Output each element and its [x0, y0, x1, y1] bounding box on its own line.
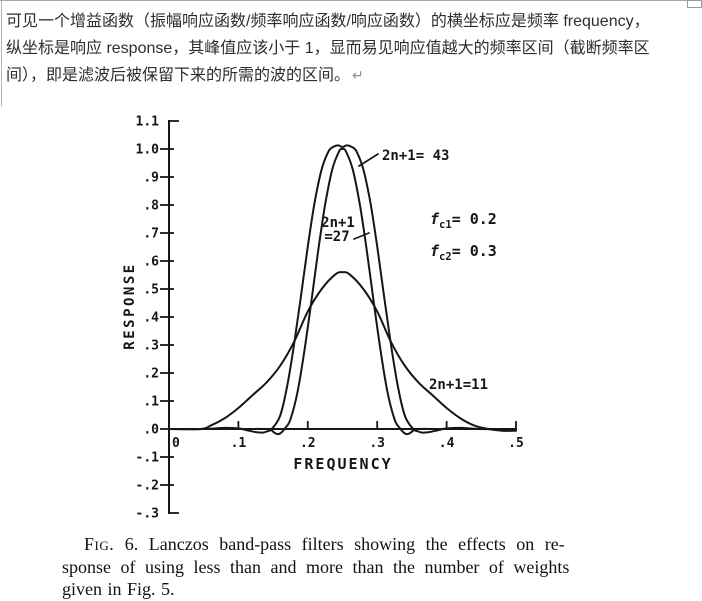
- x-tick-label: .5: [508, 436, 524, 451]
- y-tick-label: .4: [143, 311, 159, 326]
- y-tick-label: -.3: [136, 507, 159, 522]
- paragraph-line-2: 纵坐标是响应 response，其峰值应该小于 1，显而易见响应值越大的频率区间…: [6, 40, 650, 57]
- x-tick-label: .2: [300, 436, 316, 451]
- caption-line-1-text: 6. Lanczos band-pass filters showing the…: [114, 534, 565, 554]
- page-left-border: [1, 0, 2, 106]
- page-top-border: [0, 0, 690, 1]
- y-tick-label: .6: [143, 255, 159, 270]
- curve-2n+1-11: [168, 271, 517, 432]
- cutoff-label-fc2: fc2= 0.3: [430, 242, 497, 263]
- paragraph-line-3-text: 间），即是滤波后被保留下来的所需的波的区间。: [6, 67, 351, 84]
- y-tick-label: .9: [143, 171, 159, 186]
- y-tick-label: 1.1: [136, 115, 160, 130]
- paragraph-line-3: 间），即是滤波后被保留下来的所需的波的区间。 ↵: [6, 62, 698, 89]
- caption-line-3: given in Fig. 5.: [62, 579, 175, 599]
- curve-label-43-leader-line: [358, 153, 379, 167]
- x-axis-title: FREQUENCY: [293, 455, 392, 473]
- caption-line-2: sponse of using less than and more than …: [62, 556, 570, 577]
- curve-label-11: 2n+1=11: [429, 377, 488, 393]
- y-tick-label: -.1: [136, 451, 160, 466]
- figure-caption: Fig. 6. Lanczos band-pass filters showin…: [62, 533, 654, 601]
- x-tick-label: 0: [172, 436, 180, 451]
- x-tick-label: .4: [439, 436, 455, 451]
- y-tick-label: .0: [143, 423, 159, 438]
- y-tick-label: 1.0: [136, 143, 160, 158]
- curve-label-27-line1: 2n+1: [321, 215, 355, 231]
- y-tick-label: .5: [143, 283, 159, 298]
- cutoff-label-fc1: fc1= 0.2: [430, 210, 497, 231]
- y-tick-label: .2: [143, 367, 159, 382]
- y-axis-title: RESPONSE: [122, 262, 138, 349]
- paragraph-line-1: 可见一个增益函数（振幅响应函数/频率响应函数/响应函数）的横坐标应是频率 fre…: [6, 13, 650, 30]
- paragraph-mark-icon: ↵: [352, 67, 364, 83]
- curve-label-43: 2n+1= 43: [382, 148, 449, 164]
- body-paragraph: 可见一个增益函数（振幅响应函数/频率响应函数/响应函数）的横坐标应是频率 fre…: [6, 8, 698, 89]
- y-tick-label: .7: [143, 227, 159, 242]
- caption-line-1: Fig. 6. Lanczos band-pass filters showin…: [62, 533, 654, 556]
- y-tick-label: .8: [143, 199, 159, 214]
- curve-label-27-line2-leader-line: [353, 232, 370, 240]
- y-tick-label: .1: [143, 395, 159, 410]
- x-tick-label: .3: [369, 436, 385, 451]
- x-tick-label: .1: [231, 436, 247, 451]
- caption-fig-label: Fig.: [84, 534, 115, 554]
- y-tick-label: -.2: [136, 479, 159, 494]
- curve-label-27-line2: =27: [324, 229, 349, 245]
- y-tick-label: .3: [143, 339, 159, 354]
- curve-2n+1-43: [168, 144, 517, 434]
- curve-2n+1-27: [168, 147, 517, 436]
